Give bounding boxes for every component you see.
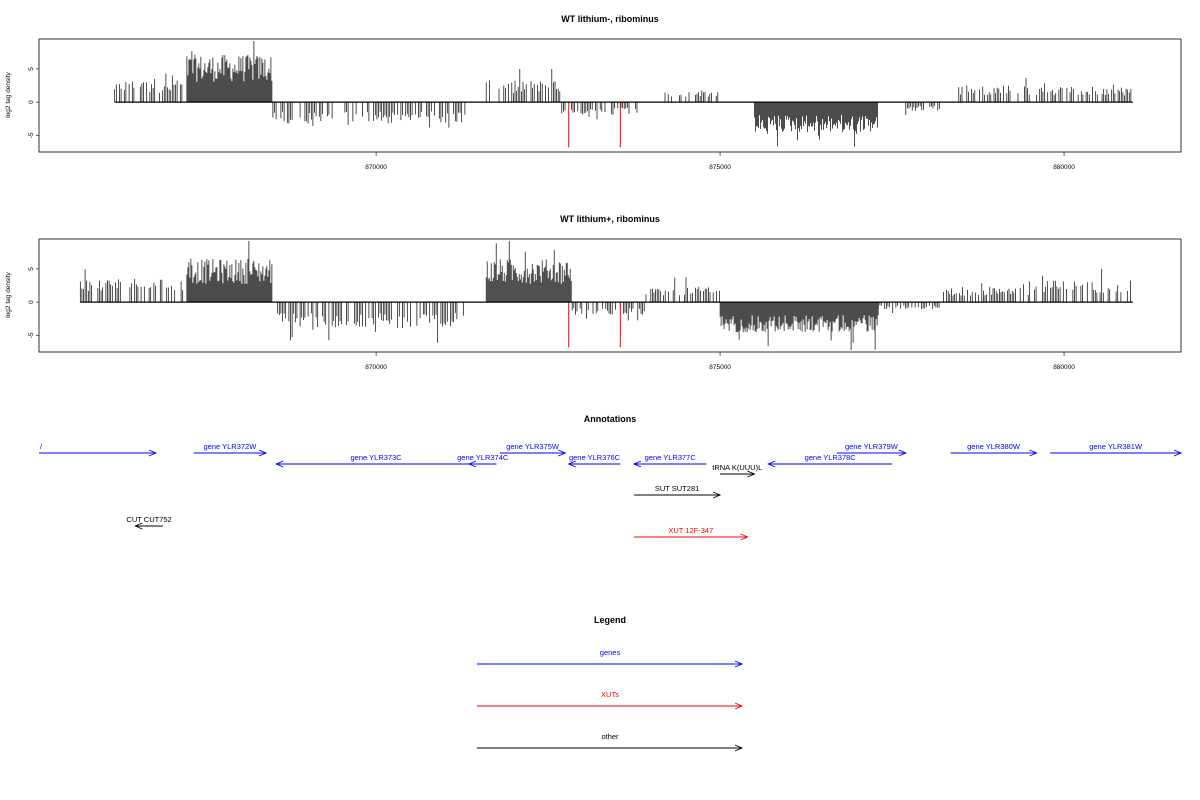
feature-label: gene YLR376C: [569, 453, 621, 462]
annotation-feature: gene YLR378C: [767, 453, 893, 468]
annotation-feature: gene YLR381W: [1050, 442, 1183, 457]
feature-arrow-head: [1029, 449, 1038, 457]
feature-label: gene YLR379W: [845, 442, 899, 451]
legend-label: other: [601, 732, 619, 741]
y-tick-label: 0: [28, 300, 35, 304]
annotations-panel: Annotations / gene YLR372W gene YLR373C gen…: [39, 414, 1183, 541]
legend-title: Legend: [594, 615, 626, 625]
track-title: WT lithium-, ribominus: [561, 14, 659, 24]
feature-arrow-head: [567, 460, 576, 468]
y-tick-label: 0: [28, 100, 35, 104]
legend-panel: Legend genes XUTs other: [477, 615, 744, 752]
feature-arrow-head: [740, 533, 749, 541]
feature-label: CUT CUT752: [126, 515, 171, 524]
feature-arrow-head: [1173, 449, 1183, 457]
feature-arrow-head: [747, 470, 756, 478]
feature-arrow-head: [258, 449, 268, 457]
feature-arrow-head: [898, 449, 907, 457]
x-tick-label: 875000: [709, 164, 731, 171]
feature-arrow-head: [467, 460, 477, 468]
track-marks: [79, 241, 1133, 351]
feature-label: /: [40, 442, 43, 451]
feature-label: SUT SUT281: [655, 484, 699, 493]
axes: -5 0 5 870000 875000 880000: [28, 267, 1075, 371]
annotation-feature: gene YLR376C: [567, 453, 621, 468]
annotation-feature: gene YLR377C: [632, 453, 707, 468]
feature-arrow-head: [712, 491, 722, 499]
annotation-feature: gene YLR380W: [950, 442, 1038, 457]
y-tick-label: -5: [28, 332, 35, 338]
legend-items: genes XUTs other: [477, 648, 744, 752]
feature-arrow-head: [767, 460, 776, 468]
feature-label: gene YLR377C: [645, 453, 697, 462]
legend-arrow-head: [734, 702, 744, 710]
annotation-feature: /: [39, 442, 158, 457]
x-tick-label: 870000: [365, 164, 387, 171]
feature-label: gene YLR372W: [203, 442, 257, 451]
feature-arrow-head: [275, 460, 284, 468]
x-tick-label: 880000: [1053, 364, 1075, 371]
legend-item: genes: [477, 648, 744, 668]
track-panel-lithium-minus: WT lithium-, ribominus log2 tag density …: [5, 14, 1182, 171]
y-axis-label: log2 tag density: [5, 71, 12, 117]
track-title: WT lithium+, ribominus: [560, 214, 660, 224]
legend-item: XUTs: [477, 690, 744, 710]
feature-arrow-head: [148, 449, 158, 457]
feature-label: XUT 12F-347: [668, 526, 713, 535]
track-panel-lithium-plus: WT lithium+, ribominus log2 tag density …: [5, 214, 1182, 371]
feature-label: tRNA K(UUU)L: [712, 463, 762, 472]
feature-label: gene YLR378C: [805, 453, 857, 462]
x-tick-label: 870000: [365, 364, 387, 371]
annotation-feature: XUT 12F-347: [634, 526, 749, 541]
legend-item: other: [477, 732, 744, 752]
x-tick-label: 875000: [709, 364, 731, 371]
annotation-feature: gene YLR375W: [499, 442, 567, 457]
y-axis-label: log2 tag density: [5, 271, 12, 317]
legend-arrow-head: [734, 660, 744, 668]
plot-frame: [38, 38, 1182, 153]
feature-label: gene YLR374C: [457, 453, 509, 462]
feature-label: gene YLR373C: [351, 453, 403, 462]
annotation-feature: gene YLR373C: [275, 453, 476, 468]
feature-arrow-head: [134, 522, 143, 530]
annotation-feature: gene YLR379W: [837, 442, 907, 457]
annotation-features: / gene YLR372W gene YLR373C gene YLR374C gen…: [39, 442, 1183, 541]
y-tick-label: 5: [28, 67, 35, 71]
feature-arrow-head: [558, 449, 567, 457]
feature-arrow-head: [632, 460, 642, 468]
feature-label: gene YLR381W: [1089, 442, 1143, 451]
plot-frame: [38, 238, 1182, 353]
feature-label: gene YLR375W: [506, 442, 560, 451]
annotation-feature: CUT CUT752: [126, 515, 172, 530]
axes: -5 0 5 870000 875000 880000: [28, 67, 1075, 171]
legend-label: genes: [600, 648, 621, 657]
legend-arrow-head: [734, 744, 744, 752]
annotation-feature: gene YLR372W: [193, 442, 268, 457]
y-tick-label: 5: [28, 267, 35, 271]
legend-label: XUTs: [601, 690, 619, 699]
x-tick-label: 880000: [1053, 164, 1075, 171]
annotation-feature: gene YLR374C: [457, 453, 509, 468]
annotation-feature: SUT SUT281: [634, 484, 722, 499]
annotations-title: Annotations: [584, 414, 637, 424]
y-tick-label: -5: [28, 132, 35, 138]
feature-label: gene YLR380W: [967, 442, 1021, 451]
track-marks: [114, 41, 1133, 148]
annotation-feature: tRNA K(UUU)L: [712, 463, 762, 478]
